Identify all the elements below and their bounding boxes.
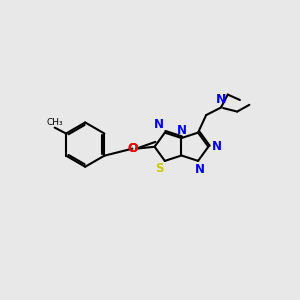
Text: N: N bbox=[212, 140, 222, 153]
Text: N: N bbox=[176, 124, 187, 137]
Text: O: O bbox=[128, 142, 138, 155]
Text: S: S bbox=[155, 162, 164, 175]
Text: N: N bbox=[194, 163, 204, 176]
Text: N: N bbox=[216, 93, 227, 106]
Text: O: O bbox=[128, 142, 138, 155]
Text: CH₃: CH₃ bbox=[46, 118, 63, 127]
Text: N: N bbox=[154, 118, 164, 131]
